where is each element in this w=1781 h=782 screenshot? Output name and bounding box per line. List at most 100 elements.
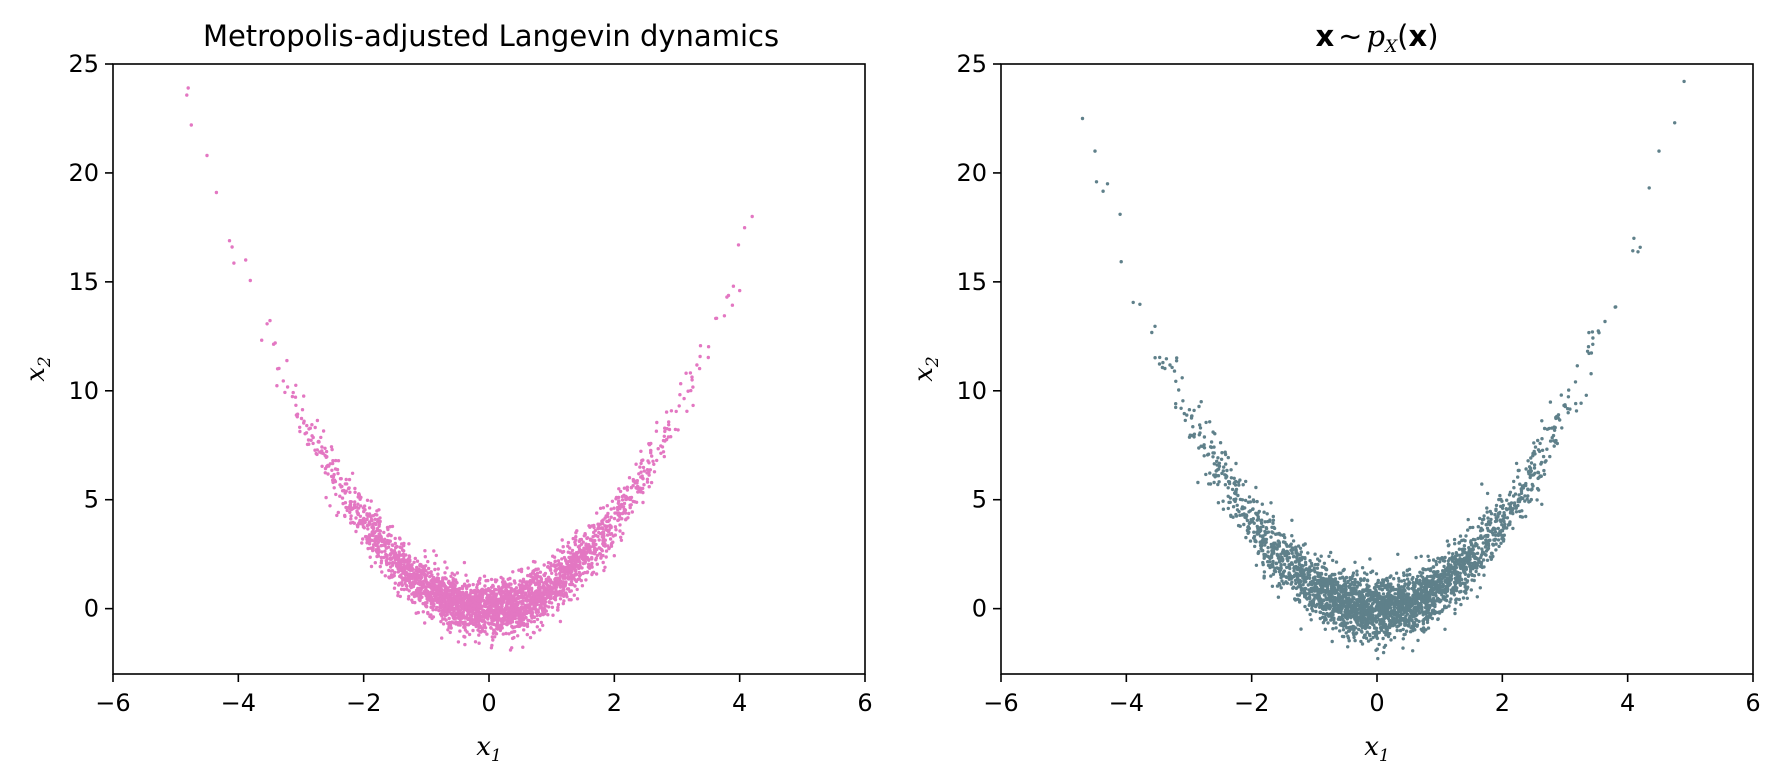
scatter-point <box>1448 600 1452 604</box>
scatter-point <box>414 568 418 572</box>
scatter-point <box>432 549 436 553</box>
scatter-point <box>244 258 248 262</box>
scatter-point <box>512 635 516 640</box>
scatter-point <box>377 508 381 512</box>
scatter-point <box>1514 510 1519 514</box>
scatter-point <box>341 501 345 506</box>
scatter-point <box>361 537 365 541</box>
scatter-point <box>371 548 375 553</box>
scatter-point <box>294 403 298 407</box>
scatter-point <box>508 621 513 625</box>
scatter-point <box>389 548 393 552</box>
scatter-point <box>641 490 645 495</box>
left-y-axis-label: x2 <box>21 356 55 382</box>
scatter-point <box>645 480 650 484</box>
scatter-point <box>334 492 338 497</box>
scatter-point <box>430 616 434 621</box>
scatter-point <box>451 590 456 594</box>
scatter-point <box>493 595 498 599</box>
scatter-point <box>689 388 693 393</box>
scatter-point <box>545 583 549 587</box>
scatter-point <box>554 563 559 568</box>
scatter-point <box>566 544 570 548</box>
scatter-point <box>375 513 379 517</box>
scatter-point <box>1247 495 1252 499</box>
scatter-point <box>1248 500 1253 504</box>
scatter-point <box>416 610 420 615</box>
scatter-point <box>419 595 423 599</box>
left-chart: Metropolis-adjusted Langevin dynamics −6… <box>21 19 873 766</box>
scatter-point <box>486 617 490 621</box>
scatter-point <box>604 549 609 553</box>
scatter-point <box>452 573 457 577</box>
scatter-point <box>442 594 446 599</box>
scatter-point <box>415 559 420 563</box>
scatter-point <box>281 379 285 383</box>
scatter-point <box>520 600 524 604</box>
scatter-point <box>1208 482 1213 486</box>
scatter-point <box>555 608 560 612</box>
scatter-point <box>1383 643 1388 648</box>
scatter-point <box>1303 604 1307 609</box>
scatter-point <box>349 517 353 521</box>
scatter-point <box>618 529 622 533</box>
scatter-point <box>1464 591 1468 595</box>
scatter-point <box>1290 518 1294 522</box>
scatter-point <box>313 425 317 430</box>
scatter-point <box>275 367 280 371</box>
scatter-point <box>283 390 287 395</box>
scatter-point <box>368 555 372 559</box>
scatter-point <box>546 565 550 569</box>
scatter-point <box>1400 588 1404 593</box>
x-tick-label: −2 <box>346 689 381 717</box>
scatter-point <box>446 628 450 632</box>
scatter-point <box>387 576 392 580</box>
scatter-point <box>1489 512 1494 516</box>
scatter-point <box>575 587 579 592</box>
scatter-point <box>517 624 521 628</box>
scatter-point <box>413 556 417 561</box>
scatter-point <box>1396 552 1400 556</box>
scatter-point <box>1341 628 1346 632</box>
scatter-point <box>1262 570 1267 574</box>
scatter-point <box>349 521 353 525</box>
scatter-point <box>410 592 414 596</box>
scatter-point <box>398 574 403 578</box>
scatter-point <box>664 410 669 414</box>
scatter-point <box>320 464 324 468</box>
scatter-point <box>355 505 359 509</box>
scatter-point <box>569 598 573 602</box>
scatter-point <box>343 491 347 495</box>
scatter-point <box>411 580 415 584</box>
scatter-point <box>447 588 452 593</box>
scatter-point <box>1181 399 1185 403</box>
scatter-point <box>447 592 452 596</box>
scatter-point <box>1426 554 1430 558</box>
scatter-point <box>369 499 373 503</box>
scatter-point <box>391 560 395 565</box>
scatter-point <box>540 593 544 597</box>
scatter-point <box>311 441 315 446</box>
scatter-point <box>1408 630 1413 634</box>
scatter-point <box>490 602 494 606</box>
scatter-point <box>577 570 581 575</box>
scatter-point <box>535 595 540 599</box>
scatter-point <box>526 573 530 578</box>
scatter-point <box>614 497 618 501</box>
scatter-point <box>404 583 408 588</box>
scatter-point <box>1304 562 1308 567</box>
scatter-point <box>372 539 376 543</box>
scatter-point <box>344 477 348 482</box>
scatter-point <box>397 550 401 554</box>
scatter-point <box>463 628 468 632</box>
scatter-point <box>402 587 406 592</box>
y-tick-label: 5 <box>84 486 99 514</box>
scatter-point <box>602 568 606 573</box>
scatter-point <box>590 572 594 577</box>
scatter-point <box>1499 504 1503 509</box>
scatter-point <box>329 445 334 449</box>
scatter-point <box>421 584 426 588</box>
scatter-point <box>392 573 396 577</box>
x-tick-label: 4 <box>732 689 747 717</box>
